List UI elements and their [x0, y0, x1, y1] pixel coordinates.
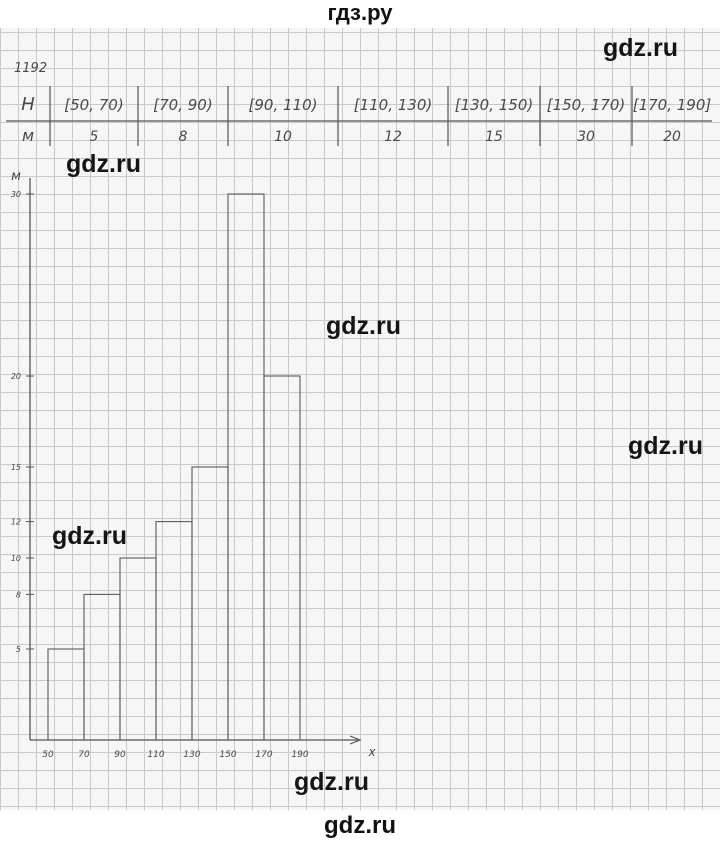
histogram-bar: [191, 466, 229, 741]
watermark: gdz.ru: [66, 150, 141, 178]
y-tick-label: 30: [11, 190, 21, 199]
table-count-cell: 5: [90, 129, 99, 145]
x-axis-arrow: [349, 735, 362, 745]
site-footer: gdz.ru: [324, 812, 396, 839]
y-tick-label: 12: [11, 518, 21, 527]
table-interval-cell: [90, 110): [249, 96, 318, 114]
histogram-chart: 1192 Hм [50, 70) 5 [70, 90) 8 [90, 110) 10 [110,…: [6, 61, 712, 760]
watermark: gdz.ru: [603, 34, 678, 62]
table-count-cell: 10: [274, 129, 292, 145]
y-tick-label: 15: [11, 463, 21, 472]
watermark: gdz.ru: [326, 312, 401, 340]
y-tick-label: 8: [16, 590, 21, 599]
x-tick-label: 170: [255, 750, 272, 760]
table-interval-cell: [50, 70): [64, 96, 123, 114]
table-count-cell: 8: [179, 129, 188, 145]
frequency-table: 1192 Hм [50, 70) 5 [70, 90) 8 [90, 110) 10 [110,…: [6, 61, 712, 146]
chart-axes: xм: [11, 169, 376, 759]
y-axis-label: м: [11, 169, 21, 184]
histogram-bar: [47, 648, 85, 741]
y-tick-label: 10: [11, 554, 21, 563]
histogram-bar: [83, 593, 121, 741]
x-axis-label: x: [367, 745, 376, 759]
table-interval-cell: [150, 170): [547, 96, 626, 114]
table-row-label-m: м: [22, 126, 34, 145]
x-tick-label: 110: [147, 750, 164, 760]
table-row-label-h: H: [21, 94, 35, 115]
watermark: gdz.ru: [628, 432, 703, 460]
x-tick-label: 130: [183, 750, 200, 760]
histogram-bar: [155, 521, 193, 741]
histogram-bar: [227, 193, 265, 741]
table-count-cell: 30: [577, 129, 595, 145]
watermark: gdz.ru: [294, 768, 369, 796]
table-count-cell: 20: [663, 129, 681, 145]
x-tick-label: 50: [42, 750, 54, 760]
x-tick-label: 90: [114, 750, 126, 760]
histogram-bar: [119, 557, 157, 741]
task-number: 1192: [14, 61, 47, 76]
y-tick-label: 20: [11, 372, 21, 381]
table-interval-cell: [110, 130): [354, 96, 433, 114]
table-interval-cell: [170, 190]: [633, 96, 712, 114]
histogram-bars: [47, 193, 301, 741]
x-tick-label: 150: [219, 750, 236, 760]
y-tick-label: 5: [16, 645, 21, 654]
table-interval-cell: [70, 90): [153, 96, 212, 114]
table-count-cell: 12: [384, 129, 402, 145]
histogram-bar: [263, 375, 301, 741]
x-tick-label: 190: [291, 750, 308, 760]
x-tick-label: 70: [78, 750, 90, 760]
site-title: гдз.ру: [327, 0, 393, 25]
table-count-cell: 15: [485, 129, 503, 145]
watermark: gdz.ru: [52, 522, 127, 550]
chart-ticks: 50 70 90 110 130 150 170 190 5 8 10 12 15 20 30: [11, 190, 309, 760]
table-interval-cell: [130, 150): [455, 96, 534, 114]
